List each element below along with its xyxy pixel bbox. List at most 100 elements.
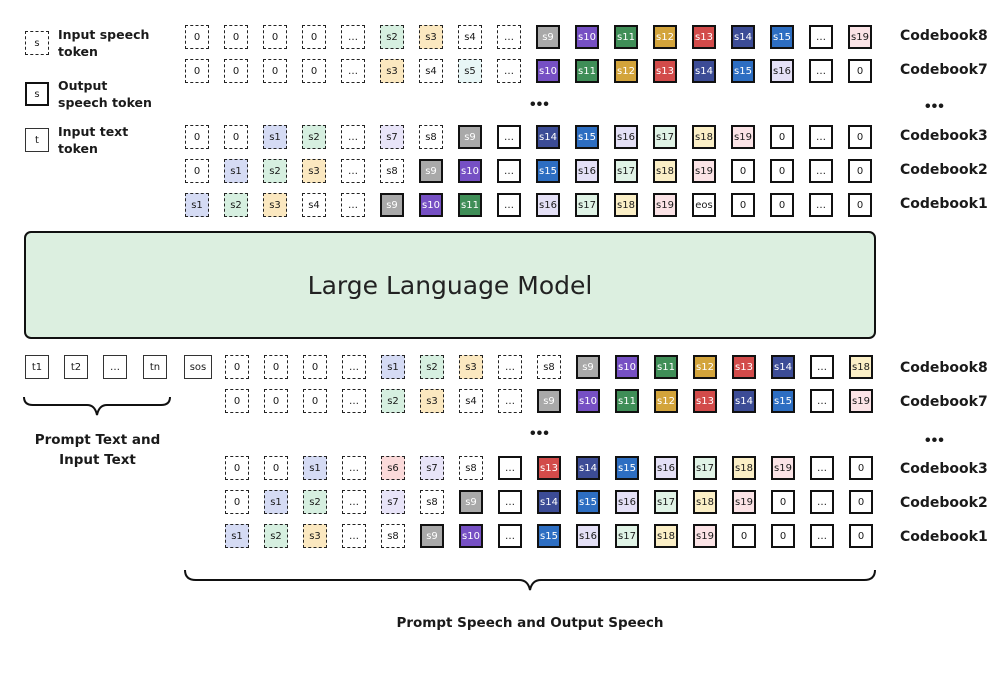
top-codebook3-token-2: s1 — [263, 125, 287, 149]
large-language-model-block: Large Language Model — [24, 231, 876, 339]
sos-token: sos — [184, 355, 212, 379]
top-codebook3-token-9: s14 — [536, 125, 560, 149]
bottom-codebook2-token-8: s14 — [537, 490, 561, 514]
top-codebook2-label: Codebook2 — [900, 162, 988, 178]
top-ellipsis-right: ••• — [925, 98, 945, 115]
bottom-codebook2-token-5: s8 — [420, 490, 444, 514]
bottom-codebook1-token-8: s15 — [537, 524, 561, 548]
bottom-codebook2-token-4: s7 — [381, 490, 405, 514]
top-codebook3-token-14: s19 — [731, 125, 755, 149]
bottom-codebook8-token-10: s10 — [615, 355, 639, 379]
bottom-codebook3-token-4: s6 — [381, 456, 405, 480]
text-token-3: tn — [143, 355, 167, 379]
top-codebook1-token-6: s10 — [419, 193, 443, 217]
top-codebook7-token-9: s10 — [536, 59, 560, 83]
bottom-codebook7-token-10: s11 — [615, 389, 639, 413]
top-codebook1-token-7: s11 — [458, 193, 482, 217]
top-codebook7-token-7: s5 — [458, 59, 482, 83]
top-codebook7-token-4: … — [341, 59, 365, 83]
top-codebook2-token-11: s17 — [614, 159, 638, 183]
bottom-codebook3-token-9: s14 — [576, 456, 600, 480]
top-codebook2-token-12: s18 — [653, 159, 677, 183]
top-codebook7-token-13: s14 — [692, 59, 716, 83]
bottom-codebook7-token-8: s9 — [537, 389, 561, 413]
top-codebook2-token-2: s2 — [263, 159, 287, 183]
bottom-codebook1-token-16: 0 — [849, 524, 873, 548]
top-codebook2-token-17: 0 — [848, 159, 872, 183]
top-codebook2-token-13: s19 — [692, 159, 716, 183]
input-text-legend-box: t — [25, 128, 49, 152]
bottom-codebook8-token-3: … — [342, 355, 366, 379]
input-speech-legend-box: s — [25, 31, 49, 55]
bottom-codebook1-token-7: … — [498, 524, 522, 548]
bottom-codebook8-token-7: … — [498, 355, 522, 379]
top-codebook1-token-17: 0 — [848, 193, 872, 217]
bottom-codebook3-token-1: 0 — [264, 456, 288, 480]
top-codebook1-token-12: s19 — [653, 193, 677, 217]
bottom-codebook2-token-7: … — [498, 490, 522, 514]
top-codebook1-token-15: 0 — [770, 193, 794, 217]
bottom-codebook1-token-1: s2 — [264, 524, 288, 548]
bottom-codebook1-token-13: 0 — [732, 524, 756, 548]
bottom-codebook8-token-16: s18 — [849, 355, 873, 379]
top-codebook8-token-16: … — [809, 25, 833, 49]
top-codebook1-token-16: … — [809, 193, 833, 217]
bottom-ellipsis-center: ••• — [530, 425, 550, 442]
top-codebook1-token-2: s3 — [263, 193, 287, 217]
bottom-codebook1-token-2: s3 — [303, 524, 327, 548]
bottom-codebook1-token-4: s8 — [381, 524, 405, 548]
bottom-codebook2-token-0: 0 — [225, 490, 249, 514]
bottom-codebook2-token-13: s19 — [732, 490, 756, 514]
top-codebook3-token-6: s8 — [419, 125, 443, 149]
top-codebook8-token-14: s14 — [731, 25, 755, 49]
top-codebook2-token-6: s9 — [419, 159, 443, 183]
bottom-codebook8-token-8: s8 — [537, 355, 561, 379]
bottom-codebook3-token-3: … — [342, 456, 366, 480]
top-codebook7-token-16: … — [809, 59, 833, 83]
top-codebook3-token-12: s17 — [653, 125, 677, 149]
bottom-codebook3-token-12: s17 — [693, 456, 717, 480]
bottom-ellipsis-right: ••• — [925, 432, 945, 449]
top-codebook1-token-1: s2 — [224, 193, 248, 217]
bottom-codebook3-token-15: … — [810, 456, 834, 480]
output-speech-legend-box: s — [25, 82, 49, 106]
prompt-speech-caption: Prompt Speech and Output Speech — [396, 615, 664, 631]
top-codebook3-token-11: s16 — [614, 125, 638, 149]
bottom-codebook2-token-2: s2 — [303, 490, 327, 514]
top-codebook8-token-15: s15 — [770, 25, 794, 49]
top-codebook1-token-11: s18 — [614, 193, 638, 217]
bottom-codebook2-token-15: … — [810, 490, 834, 514]
bottom-codebook3-token-13: s18 — [732, 456, 756, 480]
text-token-1: t2 — [64, 355, 88, 379]
bottom-codebook3-token-5: s7 — [420, 456, 444, 480]
bottom-codebook1-token-14: 0 — [771, 524, 795, 548]
top-codebook8-token-5: s2 — [380, 25, 404, 49]
bottom-codebook1-token-15: … — [810, 524, 834, 548]
top-codebook3-token-4: … — [341, 125, 365, 149]
bottom-codebook7-token-2: 0 — [303, 389, 327, 413]
top-codebook2-token-7: s10 — [458, 159, 482, 183]
top-codebook2-token-8: … — [497, 159, 521, 183]
bottom-codebook7-label: Codebook7 — [900, 394, 988, 410]
top-codebook2-token-15: 0 — [770, 159, 794, 183]
top-codebook7-token-17: 0 — [848, 59, 872, 83]
bottom-codebook1-token-9: s16 — [576, 524, 600, 548]
bottom-codebook3-token-16: 0 — [849, 456, 873, 480]
top-codebook7-token-8: … — [497, 59, 521, 83]
bottom-codebook1-token-6: s10 — [459, 524, 483, 548]
top-codebook7-token-5: s3 — [380, 59, 404, 83]
top-codebook1-token-0: s1 — [185, 193, 209, 217]
top-codebook3-token-16: … — [809, 125, 833, 149]
top-codebook3-token-17: 0 — [848, 125, 872, 149]
top-codebook3-token-10: s15 — [575, 125, 599, 149]
bottom-codebook7-token-14: s15 — [771, 389, 795, 413]
top-codebook3-token-15: 0 — [770, 125, 794, 149]
top-codebook3-token-0: 0 — [185, 125, 209, 149]
top-codebook8-token-12: s12 — [653, 25, 677, 49]
top-codebook8-token-4: … — [341, 25, 365, 49]
top-codebook8-label: Codebook8 — [900, 28, 988, 44]
bottom-codebook3-token-6: s8 — [459, 456, 483, 480]
top-codebook7-token-3: 0 — [302, 59, 326, 83]
bottom-codebook7-token-6: s4 — [459, 389, 483, 413]
top-ellipsis-center: ••• — [530, 96, 550, 113]
